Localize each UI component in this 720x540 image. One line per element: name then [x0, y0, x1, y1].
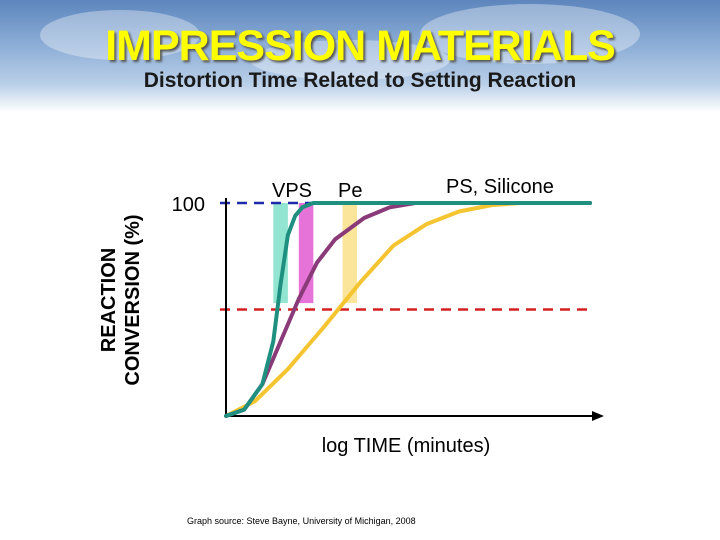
y-axis-label-line: REACTION — [98, 248, 120, 352]
cloud-decoration — [420, 4, 640, 64]
series-label-ps-silicone: PS, Silicone — [446, 176, 554, 198]
cloud-decoration — [250, 40, 450, 80]
y-tick-label-100: 100 — [172, 194, 205, 216]
x-axis-arrowhead — [592, 411, 604, 421]
slide-title: IMPRESSION MATERIALS — [105, 22, 616, 70]
cloud-decoration — [40, 10, 200, 60]
setting-bar-vps — [273, 203, 288, 304]
x-axis-label: log TIME (minutes) — [322, 435, 491, 457]
slide-subtitle: Distortion Time Related to Setting React… — [143, 69, 577, 92]
y-axis-label: REACTION CONVERSION (%) — [98, 214, 144, 385]
series-line-vps — [224, 201, 592, 418]
graph-source-note: Graph source: Steve Bayne, University of… — [187, 516, 416, 526]
series-label-vps: VPS — [272, 180, 312, 202]
title-banner — [0, 0, 720, 112]
y-axis-label-line: CONVERSION (%) — [122, 214, 144, 385]
series-label-pe: Pe — [338, 180, 362, 202]
